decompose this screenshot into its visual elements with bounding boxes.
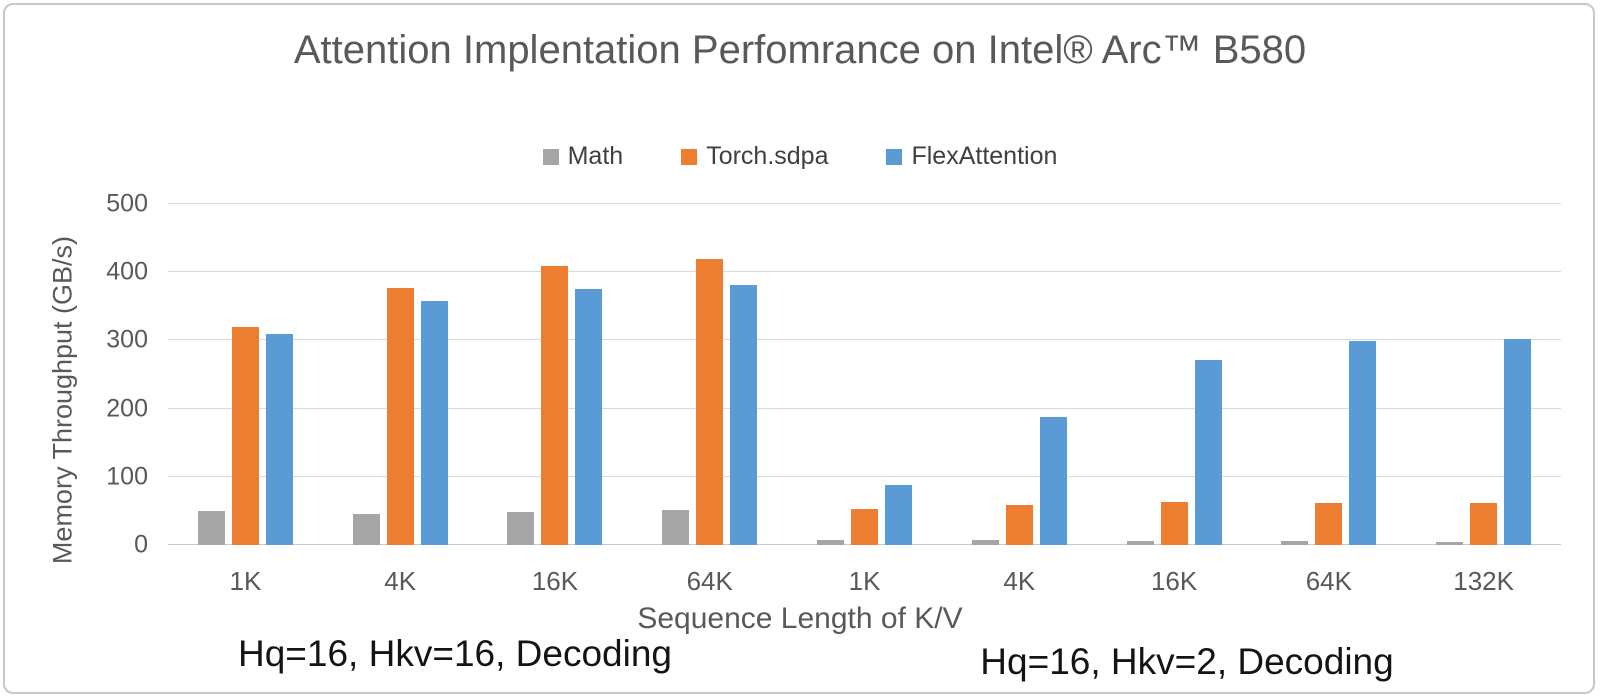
- bar-math: [971, 540, 999, 545]
- bar-torch-sdpa: [696, 259, 724, 545]
- bar-flexattention: [575, 288, 603, 545]
- x-tick-label-16k-2: 16K: [531, 566, 579, 596]
- bar-group-16k-2: [478, 204, 633, 545]
- legend-item-flexattention: FlexAttention: [886, 142, 1057, 171]
- gridline-500: [168, 203, 1561, 204]
- gridline-100: [168, 475, 1561, 477]
- bar-flexattention: [265, 334, 293, 545]
- x-tick-label-1k-0: 1K: [229, 566, 262, 596]
- bar-math: [662, 510, 690, 545]
- bar-torch-sdpa: [851, 508, 879, 545]
- bar-math: [352, 513, 380, 545]
- legend-label-torch-sdpa: Torch.sdpa: [706, 142, 829, 170]
- y-tick-label-400: 400: [106, 257, 148, 286]
- bars-layer: [168, 204, 1561, 545]
- x-tick-label-64k-3: 64K: [686, 566, 733, 596]
- legend-item-torch-sdpa: Torch.sdpa: [681, 142, 828, 171]
- bar-group-16k-6: [1097, 204, 1252, 545]
- bar-math: [1281, 540, 1309, 545]
- legend: Math Torch.sdpa FlexAttention: [0, 142, 1600, 171]
- legend-label-math: Math: [567, 142, 624, 170]
- bar-group-132k-8: [1406, 204, 1561, 545]
- bar-flexattention: [1194, 360, 1222, 545]
- x-axis-title: Sequence Length of K/V: [637, 602, 963, 635]
- x-tick-label-4k-5: 4K: [1003, 566, 1036, 596]
- bar-torch-sdpa: [386, 287, 414, 545]
- y-tick-label-100: 100: [106, 462, 148, 491]
- x-tick-label-132k-8: 132K: [1453, 566, 1514, 596]
- bar-math: [197, 510, 225, 545]
- legend-label-flexattention: FlexAttention: [911, 142, 1058, 170]
- bar-group-1k-0: [168, 204, 323, 545]
- chart-title: Attention Implentation Perfomrance on In…: [293, 28, 1307, 72]
- x-tick-label-16k-6: 16K: [1150, 566, 1198, 596]
- x-tick-label-4k-1: 4K: [384, 566, 417, 596]
- legend-swatch-flexattention-icon: [886, 148, 903, 165]
- bar-flexattention: [1349, 341, 1377, 545]
- y-tick-label-0: 0: [134, 530, 148, 559]
- bar-group-4k-5: [942, 204, 1097, 545]
- gridline-200: [168, 407, 1561, 409]
- x-axis-labels: 1K 4K 16K 64K 1K 4K 16K 64K 132K: [168, 566, 1561, 597]
- bar-torch-sdpa: [1470, 502, 1498, 545]
- bar-torch-sdpa: [1315, 502, 1343, 545]
- bar-torch-sdpa: [231, 326, 259, 545]
- legend-item-math: Math: [542, 142, 624, 171]
- bar-math: [1436, 541, 1464, 545]
- y-tick-label-500: 500: [106, 189, 148, 218]
- plot-area: [168, 203, 1561, 545]
- bar-flexattention: [420, 300, 448, 545]
- bar-flexattention: [730, 285, 758, 545]
- y-tick-label-300: 300: [106, 325, 148, 354]
- bar-math: [1126, 540, 1154, 545]
- bar-group-1k-4: [787, 204, 942, 545]
- x-tick-label-64k-7: 64K: [1305, 566, 1352, 596]
- y-axis-labels: 0 100 200 300 400 500: [0, 191, 148, 557]
- bar-group-64k-3: [632, 204, 787, 545]
- bar-flexattention: [1504, 339, 1532, 545]
- gridline-400: [168, 271, 1561, 273]
- legend-swatch-torch-sdpa-icon: [681, 148, 698, 165]
- bar-math: [817, 540, 845, 545]
- legend-swatch-math-icon: [542, 148, 559, 165]
- bar-torch-sdpa: [1005, 504, 1033, 545]
- bar-math: [507, 511, 535, 545]
- bar-flexattention: [1039, 416, 1067, 545]
- x-tick-label-1k-4: 1K: [848, 566, 881, 596]
- gridline-300: [168, 339, 1561, 341]
- bar-group-4k-1: [323, 204, 478, 545]
- y-tick-label-200: 200: [106, 394, 148, 423]
- bar-flexattention: [885, 484, 913, 545]
- annotation-1: Hq=16, Hkv=2, Decoding: [980, 641, 1394, 682]
- bar-torch-sdpa: [1160, 502, 1188, 545]
- annotation-0: Hq=16, Hkv=16, Decoding: [238, 633, 672, 674]
- bar-torch-sdpa: [541, 266, 569, 545]
- bar-group-64k-7: [1251, 204, 1406, 545]
